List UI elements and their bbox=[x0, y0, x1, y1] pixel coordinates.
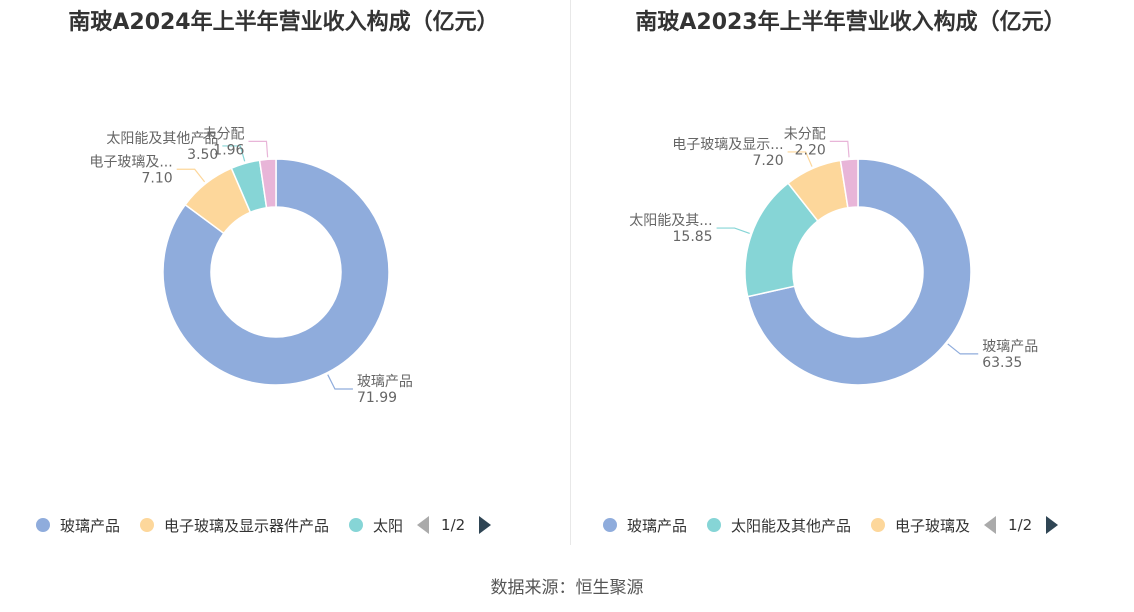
legend-2024: 玻璃产品 电子玻璃及显示器件产品 太阳 1/2 bbox=[30, 512, 567, 538]
legend-pager: 1/2 bbox=[984, 516, 1059, 534]
legend-item[interactable]: 太阳 bbox=[343, 515, 403, 536]
donut-slice[interactable] bbox=[162, 158, 390, 386]
chart-title-2023: 南玻A2023年上半年营业收入构成（亿元） bbox=[635, 10, 1066, 35]
legend-label: 太阳能及其他产品 bbox=[731, 516, 852, 535]
legend-item[interactable]: 玻璃产品 bbox=[597, 515, 687, 536]
legend-item[interactable]: 太阳能及其他产品 bbox=[701, 515, 851, 536]
leader-line bbox=[327, 374, 353, 390]
legend-label: 玻璃产品 bbox=[60, 516, 121, 535]
donut-slice[interactable] bbox=[746, 158, 972, 386]
leader-line bbox=[947, 343, 979, 355]
legend-marker bbox=[36, 518, 50, 532]
slice-name-label: 玻璃产品 bbox=[357, 373, 413, 390]
pager-prev-icon[interactable] bbox=[984, 516, 997, 534]
legend-label: 玻璃产品 bbox=[627, 516, 688, 535]
legend-label: 太阳 bbox=[373, 516, 404, 535]
data-source: 数据来源：恒生聚源 bbox=[490, 578, 644, 598]
slice-name-label: 电子玻璃及... bbox=[89, 153, 172, 170]
pager-text: 1/2 bbox=[441, 516, 466, 534]
donut-slice[interactable] bbox=[839, 158, 859, 209]
leader-line bbox=[787, 151, 813, 167]
slice-name-label: 太阳能及其他产品 bbox=[106, 131, 218, 147]
slice-value-label: 1.96 bbox=[213, 142, 244, 158]
legend-marker bbox=[707, 518, 722, 532]
leader-line bbox=[176, 168, 206, 183]
leader-line bbox=[248, 140, 269, 158]
pager-next-icon[interactable] bbox=[1046, 516, 1059, 534]
leader-line bbox=[829, 140, 850, 158]
legend-item[interactable]: 玻璃产品 bbox=[30, 515, 120, 536]
slice-name-label: 玻璃产品 bbox=[982, 338, 1038, 355]
slice-value-label: 71.99 bbox=[357, 390, 397, 406]
leader-line bbox=[222, 145, 246, 162]
slice-value-label: 15.85 bbox=[673, 229, 713, 245]
chart-panel-2024: 南玻A2024年上半年营业收入构成（亿元） 玻璃产品 71.99 电子玻璃及... 7… bbox=[0, 0, 567, 560]
slice-name-label: 未分配 bbox=[784, 126, 826, 142]
legend-pager: 1/2 bbox=[417, 516, 492, 534]
pager-next-icon[interactable] bbox=[479, 516, 492, 534]
slice-value-label: 63.35 bbox=[982, 355, 1022, 371]
chart-title-2024: 南玻A2024年上半年营业收入构成（亿元） bbox=[68, 10, 499, 35]
slice-name-label: 太阳能及其... bbox=[629, 213, 712, 229]
slice-value-label: 7.20 bbox=[752, 153, 783, 169]
legend-item[interactable]: 电子玻璃及显示器件产品 bbox=[134, 515, 329, 536]
leader-line bbox=[716, 227, 750, 234]
legend-marker bbox=[349, 518, 364, 532]
chart-panel-2023: 南玻A2023年上半年营业收入构成（亿元） 玻璃产品 63.35 太阳能及其... 1… bbox=[567, 0, 1134, 560]
panel-divider bbox=[570, 0, 571, 545]
legend-2023: 玻璃产品 太阳能及其他产品 电子玻璃及 1/2 bbox=[597, 512, 1134, 538]
legend-item[interactable]: 电子玻璃及 bbox=[865, 515, 970, 536]
slice-value-label: 7.10 bbox=[142, 170, 173, 186]
donut-slice[interactable] bbox=[258, 158, 277, 209]
legend-label: 电子玻璃及显示器件产品 bbox=[164, 516, 330, 535]
legend-label: 电子玻璃及 bbox=[895, 516, 971, 535]
slice-value-label: 2.20 bbox=[795, 142, 826, 158]
legend-marker bbox=[603, 518, 617, 532]
slice-name-label: 未分配 bbox=[202, 126, 244, 142]
pager-prev-icon[interactable] bbox=[417, 516, 430, 534]
slice-value-label: 3.50 bbox=[187, 147, 218, 163]
slice-name-label: 电子玻璃及显示... bbox=[672, 136, 783, 153]
legend-marker bbox=[871, 518, 886, 532]
pager-text: 1/2 bbox=[1008, 516, 1033, 534]
legend-marker bbox=[140, 518, 155, 532]
